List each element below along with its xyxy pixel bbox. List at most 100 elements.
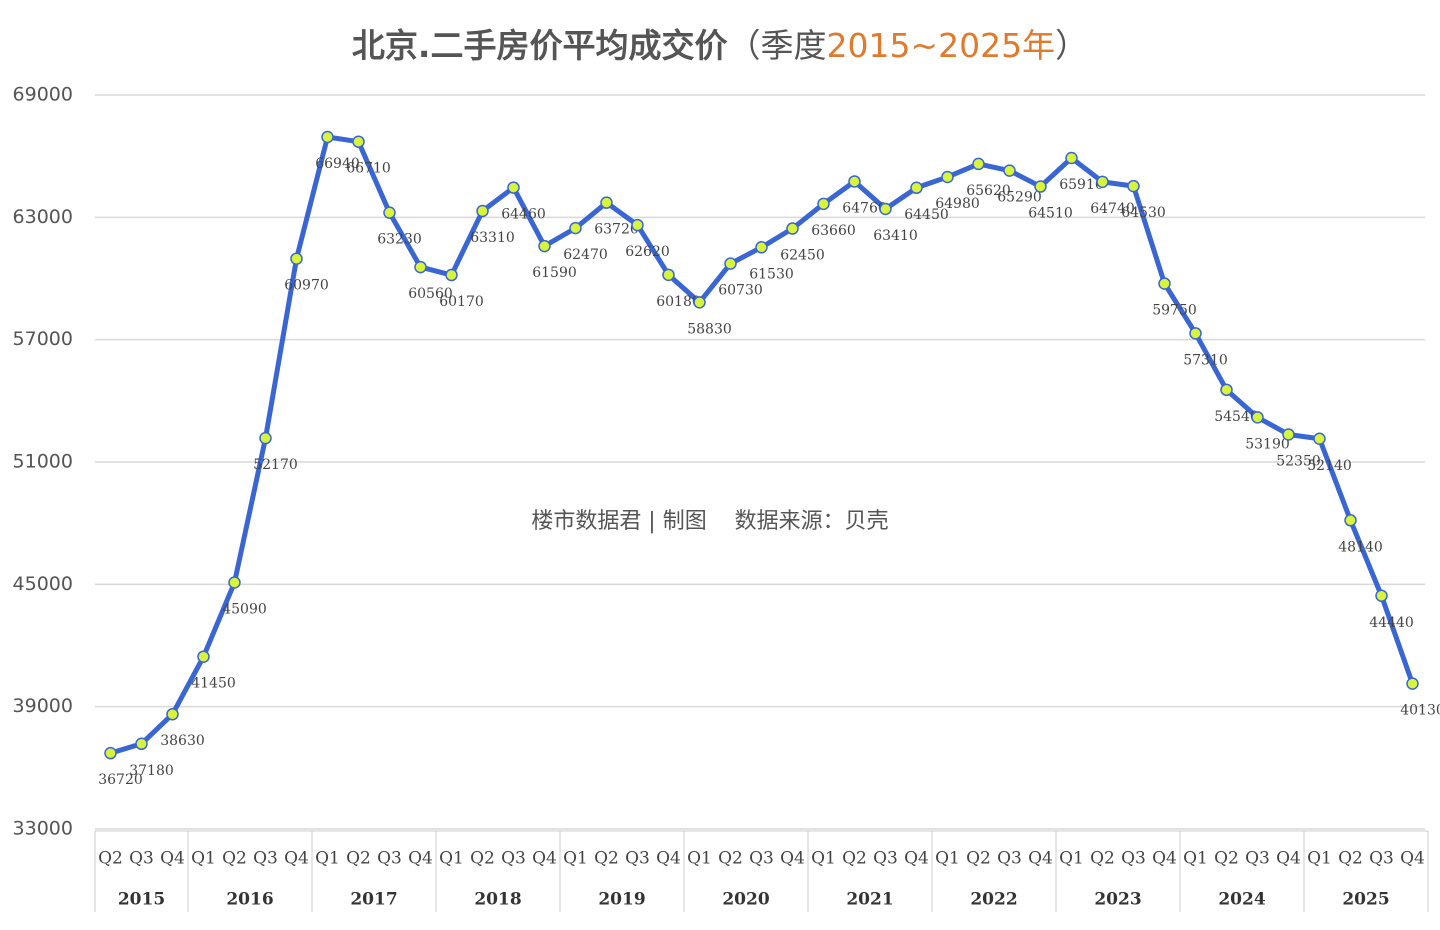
marker	[662, 268, 675, 282]
marker	[1034, 180, 1047, 193]
title-part: （季度	[727, 26, 826, 65]
x-group-label: 2015	[118, 890, 165, 910]
x-tick-label: Q1	[563, 849, 588, 869]
y-tick-label: 39000	[13, 695, 73, 717]
title-main: 北京.二手房价平均成交价	[352, 26, 728, 65]
marker	[1406, 677, 1419, 690]
y-tick-label: 63000	[13, 206, 73, 228]
x-tick-label: Q3	[997, 849, 1022, 869]
x-tick-label: Q4	[532, 849, 557, 869]
y-tick-label: 51000	[13, 451, 73, 473]
x-tick-label: Q4	[408, 849, 433, 869]
data-label: 41450	[191, 676, 236, 692]
data-label: 65910	[1059, 177, 1104, 193]
title-part: 2015~2025年	[826, 26, 1055, 65]
x-tick-label: Q2	[470, 849, 495, 869]
data-label: 60560	[408, 286, 453, 302]
marker	[941, 170, 954, 184]
data-label: 65290	[997, 190, 1042, 206]
marker	[476, 204, 489, 218]
marker	[507, 181, 520, 194]
marker	[1189, 327, 1202, 340]
x-tick-label: Q2	[966, 849, 991, 869]
x-tick-label: Q4	[160, 849, 185, 869]
x-tick-label: Q3	[1369, 849, 1394, 869]
marker	[414, 260, 427, 274]
x-group-label: 2016	[226, 890, 273, 910]
title-part: ）	[1055, 26, 1088, 65]
x-tick-label: Q3	[625, 849, 650, 869]
x-tick-label: Q3	[1121, 849, 1146, 869]
x-group-label: 2022	[970, 890, 1017, 910]
marker	[383, 206, 396, 219]
data-label: 54540	[1214, 409, 1259, 425]
x-tick-label: Q1	[315, 849, 340, 869]
x-tick-label: Q4	[1276, 849, 1301, 869]
marker	[1096, 175, 1109, 189]
x-group-label: 2020	[722, 890, 769, 910]
data-label: 64460	[501, 207, 546, 223]
data-label: 64980	[935, 196, 980, 212]
data-label: 64530	[1121, 205, 1166, 221]
x-tick-label: Q2	[1338, 849, 1363, 869]
data-label: 48140	[1338, 539, 1383, 555]
x-tick-label: Q1	[1183, 849, 1208, 869]
data-label: 45090	[222, 601, 267, 617]
x-tick-label: Q1	[439, 849, 464, 869]
y-tick-label: 33000	[13, 818, 73, 840]
x-tick-label: Q1	[1307, 849, 1332, 869]
data-label: 60730	[718, 283, 763, 299]
data-label: 62450	[780, 248, 825, 264]
data-label: 65620	[966, 183, 1011, 199]
x-group-label: 2018	[474, 890, 521, 910]
data-label: 66940	[315, 156, 360, 172]
x-group-label: 2021	[846, 890, 893, 910]
marker	[321, 130, 334, 144]
marker	[569, 221, 582, 235]
marker	[972, 157, 985, 171]
x-tick-label: Q4	[656, 849, 681, 869]
marker	[600, 196, 613, 209]
marker	[786, 222, 799, 235]
data-label: 63410	[873, 228, 918, 244]
marker	[352, 135, 365, 148]
marker	[848, 175, 861, 188]
x-group-label: 2025	[1342, 890, 1389, 910]
marker	[228, 576, 241, 589]
marker	[1003, 164, 1016, 177]
y-tick-label: 45000	[13, 573, 73, 595]
x-tick-label: Q4	[284, 849, 309, 869]
marker	[817, 197, 830, 211]
marker	[1065, 151, 1078, 165]
x-tick-label: Q2	[594, 849, 619, 869]
data-label: 66710	[346, 161, 391, 177]
marker	[166, 707, 179, 721]
x-tick-label: Q4	[1400, 849, 1425, 869]
x-tick-label: Q3	[377, 849, 402, 869]
annotation: 楼市数据君 | 制图 数据来源：贝壳	[531, 509, 888, 534]
data-label: 63660	[811, 223, 856, 239]
chart-title: 北京.二手房价平均成交价（季度2015~2025年）	[352, 26, 1088, 65]
x-tick-label: Q1	[935, 849, 960, 869]
x-tick-label: Q1	[191, 849, 216, 869]
x-tick-label: Q2	[1214, 849, 1239, 869]
data-label: 62620	[625, 244, 670, 260]
marker	[135, 737, 148, 751]
marker	[1313, 432, 1326, 446]
data-label: 61590	[532, 265, 577, 281]
marker	[910, 181, 923, 195]
marker	[259, 431, 272, 445]
x-tick-label: Q1	[1059, 849, 1084, 869]
data-label: 61530	[749, 266, 794, 282]
x-tick-label: Q4	[1028, 849, 1053, 869]
data-label: 59750	[1152, 303, 1197, 319]
data-label: 36720	[98, 772, 143, 788]
marker	[1127, 179, 1140, 193]
x-tick-label: Q2	[1090, 849, 1115, 869]
data-label: 60180	[656, 294, 701, 310]
y-tick-label: 57000	[13, 328, 73, 350]
data-label: 37180	[129, 763, 174, 779]
x-group-label: 2024	[1218, 890, 1265, 910]
x-tick-label: Q1	[687, 849, 712, 869]
